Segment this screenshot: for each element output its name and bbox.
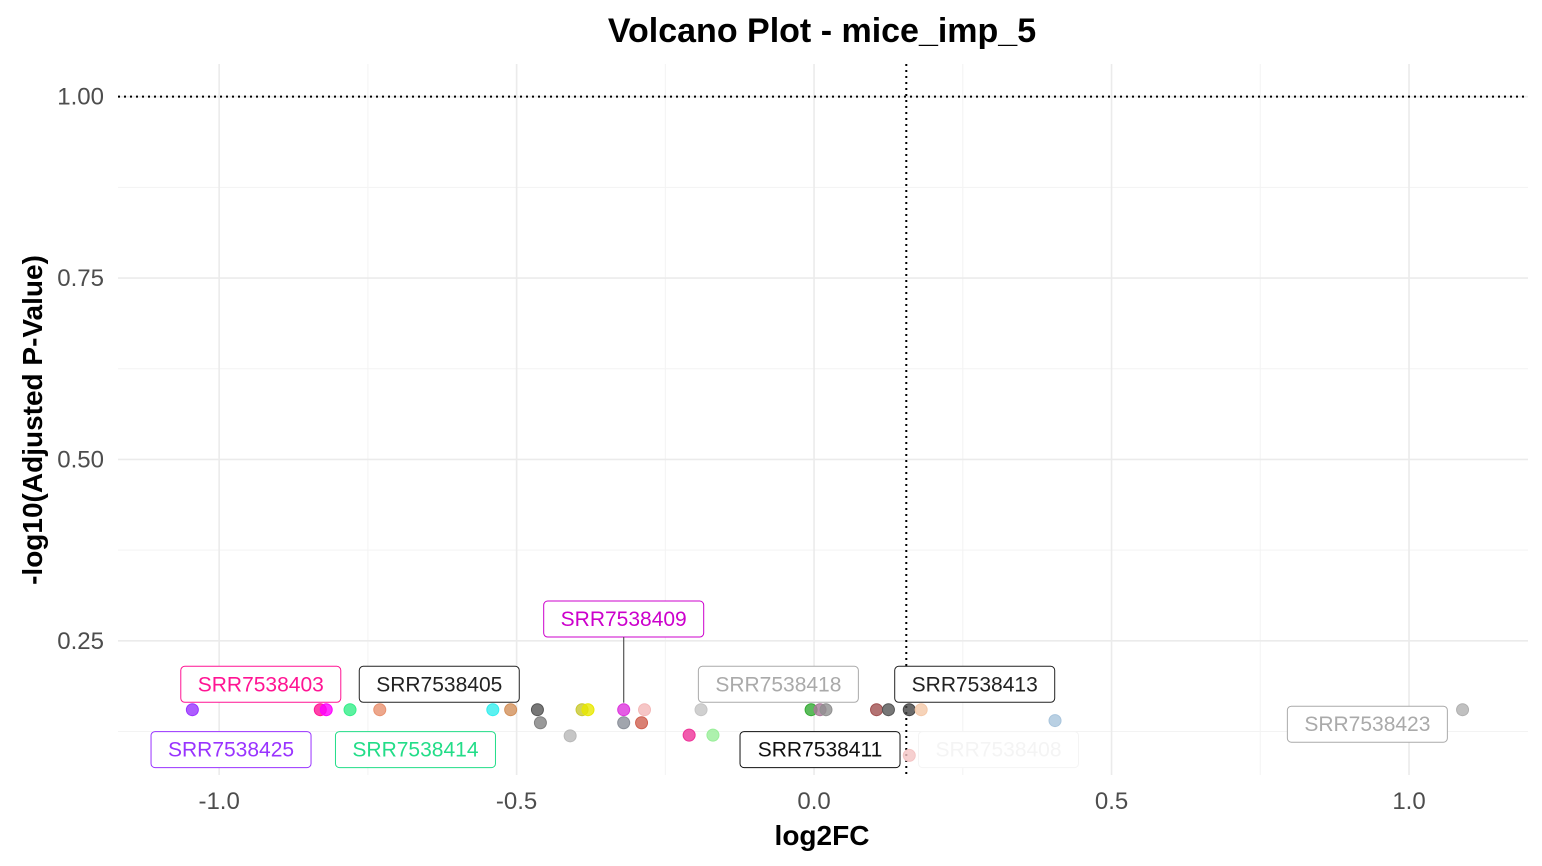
- point-label: SRR7538411: [739, 731, 901, 769]
- data-point: [706, 728, 720, 742]
- point-label: SRR7538403: [180, 665, 342, 703]
- data-point: [530, 703, 544, 717]
- label-text: SRR7538403: [198, 673, 324, 696]
- label-box: [334, 731, 496, 769]
- label-text: SRR7538414: [352, 739, 478, 762]
- x-tick-label: 0.0: [797, 788, 830, 815]
- y-tick-label: 1.00: [57, 84, 104, 111]
- data-point: [902, 748, 916, 762]
- point-label: SRR7538413: [894, 665, 1056, 703]
- point-label: SRR7538423: [1286, 705, 1448, 743]
- x-axis-ticks: -1.0 -0.5 0.0 0.5 1.0: [198, 788, 1425, 815]
- data-point: [694, 703, 708, 717]
- y-tick-label: 0.50: [57, 446, 104, 473]
- data-point: [504, 703, 518, 717]
- data-point: [617, 716, 631, 730]
- y-axis-title: -log10(Adjusted P-Value): [17, 255, 48, 585]
- label-text: SRR7538413: [912, 673, 1038, 696]
- data-point: [1048, 714, 1062, 728]
- label-text: SRR7538418: [715, 673, 841, 696]
- threshold-lines: [118, 64, 1528, 775]
- y-axis-ticks: 0.25 0.50 0.75 1.00: [57, 84, 104, 655]
- x-tick-label: -1.0: [198, 788, 239, 815]
- y-tick-label: 0.75: [57, 265, 104, 292]
- point-label: SRR7538409: [543, 600, 705, 703]
- label-text: SRR7538408: [935, 739, 1061, 762]
- data-point: [635, 716, 649, 730]
- data-point: [581, 703, 595, 717]
- grid: [118, 64, 1528, 775]
- label-box: [894, 665, 1056, 703]
- label-box: [739, 731, 901, 769]
- label-box: [918, 731, 1080, 769]
- point-label: SRR7538408: [918, 731, 1080, 769]
- label-text: SRR7538425: [168, 739, 294, 762]
- data-point: [185, 703, 199, 717]
- data-point: [902, 703, 916, 717]
- data-point: [617, 703, 631, 717]
- label-text: SRR7538411: [758, 739, 883, 762]
- y-tick-label: 0.25: [57, 628, 104, 655]
- point-label: SRR7538425: [150, 731, 312, 769]
- point-label: SRR7538414: [334, 731, 496, 769]
- x-tick-label: 0.5: [1095, 788, 1128, 815]
- label-text: SRR7538423: [1304, 713, 1430, 736]
- x-axis-title: log2FC: [775, 820, 870, 851]
- data-point: [319, 703, 333, 717]
- label-text: SRR7538409: [561, 608, 687, 631]
- data-point: [914, 703, 928, 717]
- label-box: [697, 665, 859, 703]
- label-box: [358, 665, 520, 703]
- point-label: SRR7538418: [697, 665, 859, 703]
- data-points: [185, 703, 1470, 762]
- x-tick-label: 1.0: [1392, 788, 1425, 815]
- data-point: [638, 703, 652, 717]
- data-point: [486, 703, 500, 717]
- label-box: [1286, 705, 1448, 743]
- label-box: [180, 665, 342, 703]
- label-box: [150, 731, 312, 769]
- data-point: [870, 703, 884, 717]
- x-tick-label: -0.5: [496, 788, 537, 815]
- data-point: [343, 703, 357, 717]
- data-point: [881, 703, 895, 717]
- chart-title: Volcano Plot - mice_imp_5: [608, 12, 1036, 50]
- point-labels: SRR7538403 SRR7538405 SRR7538409 SRR7538418…: [150, 600, 1448, 769]
- point-label: SRR7538405: [358, 665, 520, 703]
- label-text: SRR7538405: [376, 673, 502, 696]
- data-point: [1456, 703, 1470, 717]
- data-point: [563, 729, 577, 743]
- data-point: [373, 703, 387, 717]
- data-point: [533, 716, 547, 730]
- data-point: [819, 703, 833, 717]
- data-point: [682, 728, 696, 742]
